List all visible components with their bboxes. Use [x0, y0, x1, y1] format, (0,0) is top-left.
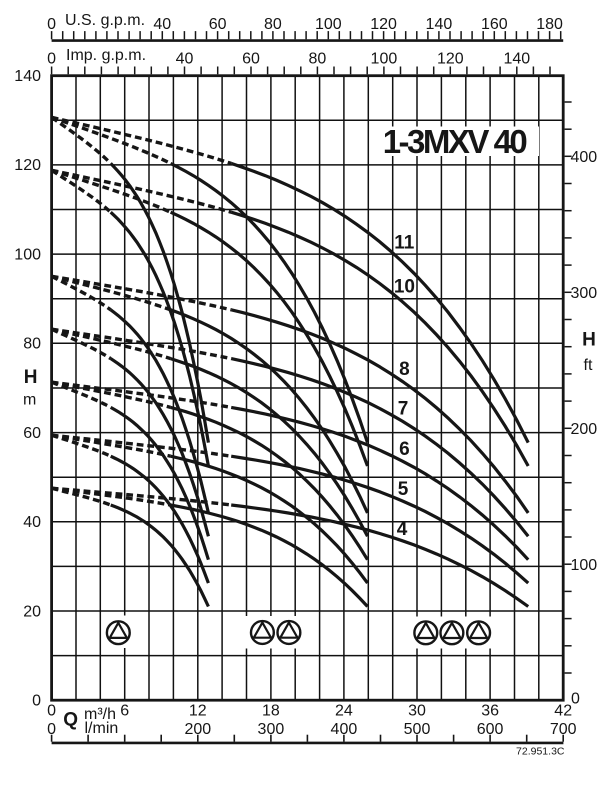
svg-text:120: 120	[14, 157, 41, 174]
svg-text:100: 100	[371, 50, 398, 67]
svg-text:U.S. g.p.m.: U.S. g.p.m.	[65, 12, 145, 29]
svg-text:m³/h: m³/h	[84, 706, 116, 723]
svg-text:500: 500	[404, 721, 431, 738]
svg-text:120: 120	[437, 50, 464, 67]
svg-text:160: 160	[481, 16, 508, 33]
svg-text:11: 11	[394, 233, 415, 254]
svg-text:6: 6	[399, 439, 410, 460]
svg-text:ft: ft	[584, 357, 593, 374]
svg-text:42: 42	[554, 703, 572, 720]
svg-text:30: 30	[408, 703, 426, 720]
svg-text:600: 600	[477, 721, 504, 738]
svg-text:4: 4	[397, 519, 408, 540]
svg-text:40: 40	[23, 514, 41, 531]
svg-text:5: 5	[398, 479, 409, 500]
svg-text:100: 100	[315, 16, 342, 33]
svg-text:60: 60	[23, 425, 41, 442]
svg-text:1-3MXV 40: 1-3MXV 40	[383, 123, 527, 160]
svg-text:0: 0	[47, 721, 56, 738]
svg-text:H: H	[582, 330, 596, 351]
svg-text:0: 0	[32, 693, 41, 710]
svg-text:200: 200	[184, 721, 211, 738]
svg-text:180: 180	[536, 16, 563, 33]
svg-text:40: 40	[153, 16, 171, 33]
svg-text:18: 18	[262, 703, 280, 720]
svg-text:400: 400	[331, 721, 358, 738]
svg-text:72.951.3C: 72.951.3C	[516, 746, 565, 758]
svg-text:140: 140	[503, 50, 530, 67]
svg-text:0: 0	[47, 703, 56, 720]
svg-text:24: 24	[335, 703, 353, 720]
svg-text:Imp. g.p.m.: Imp. g.p.m.	[66, 47, 146, 64]
svg-text:140: 140	[426, 16, 453, 33]
svg-text:40: 40	[176, 50, 194, 67]
svg-text:8: 8	[399, 359, 410, 380]
svg-text:m: m	[23, 392, 36, 409]
svg-text:80: 80	[264, 16, 282, 33]
svg-text:300: 300	[571, 285, 598, 302]
svg-text:700: 700	[550, 721, 577, 738]
svg-text:140: 140	[14, 68, 41, 85]
svg-text:Q: Q	[63, 710, 78, 731]
svg-text:60: 60	[242, 50, 260, 67]
svg-text:l/min: l/min	[85, 720, 119, 737]
svg-text:200: 200	[571, 421, 598, 438]
svg-text:60: 60	[209, 16, 227, 33]
svg-text:400: 400	[571, 149, 598, 166]
svg-text:100: 100	[571, 557, 598, 574]
svg-text:80: 80	[23, 336, 41, 353]
svg-text:0: 0	[47, 16, 56, 33]
svg-text:6: 6	[120, 703, 129, 720]
svg-text:80: 80	[309, 50, 327, 67]
svg-text:7: 7	[398, 398, 409, 419]
svg-text:H: H	[24, 367, 38, 388]
svg-text:20: 20	[23, 603, 41, 620]
svg-text:0: 0	[571, 690, 580, 707]
svg-text:12: 12	[189, 703, 207, 720]
svg-text:0: 0	[47, 50, 56, 67]
svg-text:10: 10	[394, 276, 415, 297]
svg-text:300: 300	[258, 721, 285, 738]
svg-text:100: 100	[14, 246, 41, 263]
svg-text:120: 120	[370, 16, 397, 33]
svg-text:36: 36	[481, 703, 499, 720]
